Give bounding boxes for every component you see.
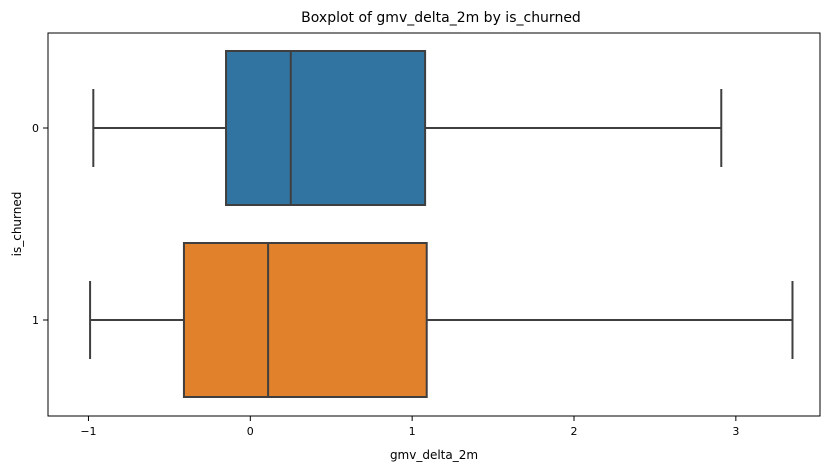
box-group-0 (92, 50, 723, 206)
y-tick-label: 1 (32, 314, 39, 327)
x-tick-label: 3 (732, 425, 739, 438)
x-tick-label: −1 (80, 425, 96, 438)
chart-title: Boxplot of gmv_delta_2m by is_churned (301, 10, 581, 26)
box-group-1 (89, 242, 794, 398)
y-axis-label: is_churned (10, 192, 24, 257)
plot-area (89, 50, 794, 398)
x-tick-label: 1 (409, 425, 416, 438)
y-tick-label: 0 (32, 122, 39, 135)
y-axis: 01 (32, 122, 48, 327)
x-tick-label: 0 (247, 425, 254, 438)
x-axis: −1 0 1 2 3 (80, 416, 739, 438)
x-axis-label: gmv_delta_2m (390, 448, 478, 462)
box-0 (225, 50, 427, 206)
box-1 (182, 242, 428, 398)
x-tick-label: 2 (570, 425, 577, 438)
plot-frame (47, 32, 821, 417)
